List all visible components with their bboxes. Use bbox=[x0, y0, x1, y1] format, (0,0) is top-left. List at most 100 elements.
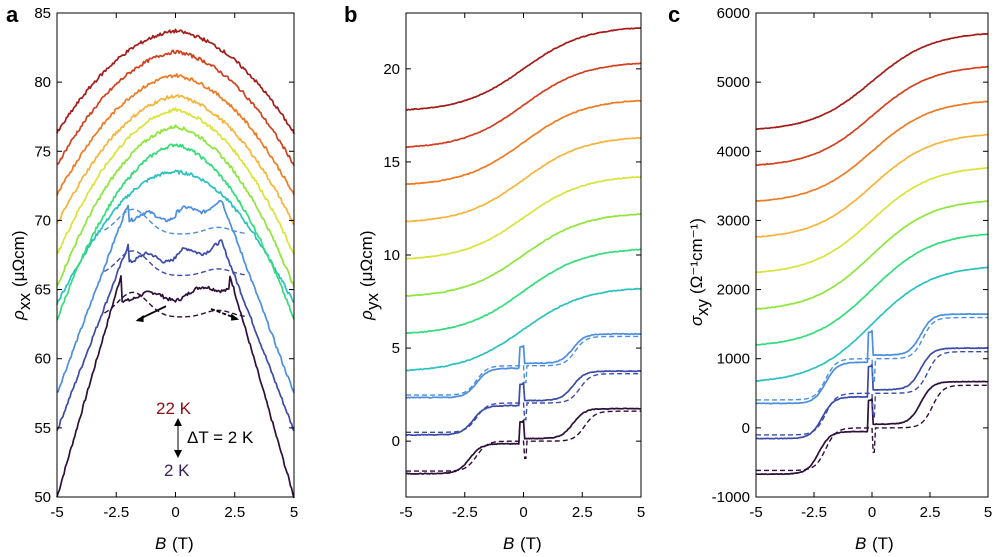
sigma-xy-curve-20K bbox=[756, 65, 989, 167]
y-tick-label: 4000 bbox=[717, 143, 750, 160]
x-tick-label: 5 bbox=[984, 504, 992, 521]
x-tick-label: -5 bbox=[399, 504, 412, 521]
panel-a-xlabel-unit: (T) bbox=[172, 534, 194, 553]
rho-yx-curve-6K bbox=[405, 332, 641, 399]
panel-a-xlabel: B bbox=[155, 534, 166, 553]
panel-a-label: a bbox=[6, 2, 19, 27]
y-tick-label: 1000 bbox=[717, 351, 750, 368]
rho-xx-curve-2K bbox=[56, 275, 295, 499]
panel-b-yaxis-title: ρ yx (μΩcm) bbox=[357, 231, 382, 322]
rho-yx-curve-22K bbox=[405, 27, 641, 111]
x-tick-label: 0 bbox=[519, 504, 527, 521]
panel-a-curves bbox=[56, 28, 295, 499]
y-tick-label: 0 bbox=[392, 433, 400, 450]
x-tick-label: -2.5 bbox=[452, 504, 478, 521]
rho-xx-curve-6K bbox=[56, 200, 295, 394]
rho-yx-sweep-2K bbox=[406, 410, 641, 472]
panel-c-ylabel: σ bbox=[687, 315, 706, 326]
panel-b-label: b bbox=[344, 2, 357, 27]
arrow-right-icon bbox=[231, 313, 240, 321]
y-tick-label: 65 bbox=[34, 282, 51, 299]
rho-xx-curve-16K bbox=[56, 94, 295, 226]
panel-c-xlabel-unit: (T) bbox=[872, 534, 894, 553]
panel-b-ylabel-sub: yx bbox=[363, 293, 382, 311]
panel-c-xlabel: B bbox=[855, 534, 866, 553]
panel-b-ylabel-unit: (μΩcm) bbox=[357, 231, 376, 288]
panel-c-xaxis-title: B (T) bbox=[855, 534, 894, 553]
rho-yx-curve-8K bbox=[405, 287, 642, 372]
x-tick-label: 2.5 bbox=[920, 504, 941, 521]
panel-b-curves bbox=[405, 27, 642, 475]
arrow-left-icon bbox=[135, 314, 144, 322]
panel-a: a -5 -2.5 0 2.5 5 50 55 60 65 70 75 80 85 B (T) ρ xx… bbox=[6, 2, 298, 553]
annotation-arrow-up-icon bbox=[174, 418, 182, 426]
sigma-xy-curve-8K bbox=[755, 266, 989, 382]
rho-yx-curve-10K bbox=[405, 248, 642, 335]
x-tick-label: -5 bbox=[749, 504, 762, 521]
panel-c-curves bbox=[755, 32, 989, 476]
y-tick-label: 70 bbox=[34, 212, 51, 229]
x-tick-label: 2.5 bbox=[572, 504, 593, 521]
y-tick-label: 2000 bbox=[717, 282, 750, 299]
panel-b: b -5 -2.5 0 2.5 5 0 5 10 15 20 B (T) ρ yx (μΩcm) bbox=[344, 2, 645, 553]
panel-b-xaxis-title: B (T) bbox=[503, 534, 542, 553]
rho-xx-sweep-2K bbox=[104, 291, 247, 318]
rho-yx-curve-20K bbox=[405, 62, 642, 149]
y-tick-label: 80 bbox=[34, 74, 51, 91]
sigma-xy-curve-14K bbox=[755, 166, 989, 274]
panel-c-ylabel-sub: xy bbox=[693, 299, 712, 317]
x-tick-label: 0 bbox=[171, 504, 179, 521]
panel-b-ticks: -5 -2.5 0 2.5 5 0 5 10 15 20 bbox=[383, 13, 645, 521]
annotation-bottom: 2 K bbox=[164, 461, 190, 480]
rho-xx-curve-4K bbox=[56, 239, 295, 432]
y-tick-label: 5 bbox=[392, 340, 400, 357]
sweep-arrow-right bbox=[210, 308, 238, 320]
y-tick-label: 10 bbox=[383, 247, 400, 264]
panel-c-yaxis-title: σ xy (Ω⁻¹cm⁻¹) bbox=[687, 218, 712, 326]
rho-yx-curve-4K bbox=[405, 369, 642, 437]
y-tick-label: 0 bbox=[742, 420, 750, 437]
panel-a-ylabel-sub: xx bbox=[15, 293, 34, 311]
panel-c-ticks: -5 -2.5 0 2.5 5 -1000 0 1000 2000 3000 4000 5000 600… bbox=[712, 5, 993, 521]
y-tick-label: 55 bbox=[34, 420, 51, 437]
panel-c-ylabel-unit: (Ω⁻¹cm⁻¹) bbox=[687, 218, 706, 294]
x-tick-label: 2.5 bbox=[224, 504, 245, 521]
rho-xx-curve-8K bbox=[56, 169, 295, 305]
rho-xx-curve-18K bbox=[56, 73, 295, 196]
rho-yx-curve-16K bbox=[405, 136, 642, 223]
sigma-xy-curve-16K bbox=[755, 133, 989, 239]
annotation-top: 22 K bbox=[156, 399, 192, 418]
y-tick-label: 5000 bbox=[717, 74, 750, 91]
annotation-middle: ΔT = 2 K bbox=[187, 428, 254, 447]
annotation-arrow-down-icon bbox=[174, 450, 182, 458]
rho-yx-curve-14K bbox=[406, 175, 642, 260]
rho-yx-curve-18K bbox=[405, 99, 642, 186]
panel-a-yaxis-title: ρ xx (μΩcm) bbox=[9, 231, 34, 322]
y-tick-label: 6000 bbox=[717, 5, 750, 22]
sigma-xy-curve-22K bbox=[755, 32, 989, 131]
rho-yx-curve-12K bbox=[405, 212, 642, 297]
rho-xx-curve-14K bbox=[56, 107, 295, 255]
rho-yx-sweep-4K bbox=[406, 373, 641, 433]
panel-a-ticks: -5 -2.5 0 2.5 5 50 55 60 65 70 75 80 85 bbox=[34, 5, 298, 521]
x-tick-label: -2.5 bbox=[801, 504, 827, 521]
y-tick-label: 50 bbox=[34, 489, 51, 506]
rho-yx-sweep-6K bbox=[406, 335, 641, 396]
y-tick-label: 60 bbox=[34, 351, 51, 368]
panel-a-ylabel-unit: (μΩcm) bbox=[9, 231, 28, 288]
panel-b-xlabel-unit: (T) bbox=[520, 534, 542, 553]
sigma-xy-curve-12K bbox=[755, 200, 989, 310]
rho-xx-curve-20K bbox=[56, 49, 295, 166]
y-tick-label: 15 bbox=[383, 154, 400, 171]
panel-a-xaxis-title: B (T) bbox=[155, 534, 194, 553]
temperature-annotation: 22 K ΔT = 2 K 2 K bbox=[156, 399, 254, 480]
sigma-xy-curve-10K bbox=[755, 233, 988, 346]
sigma-xy-curve-18K bbox=[755, 100, 989, 202]
x-tick-label: 5 bbox=[637, 504, 645, 521]
panel-b-xlabel: B bbox=[503, 534, 514, 553]
rho-yx-curve-2K bbox=[405, 407, 642, 475]
y-tick-label: 20 bbox=[383, 61, 400, 78]
sigma-xy-sweep-6K bbox=[756, 316, 988, 401]
x-tick-label: -5 bbox=[50, 504, 63, 521]
